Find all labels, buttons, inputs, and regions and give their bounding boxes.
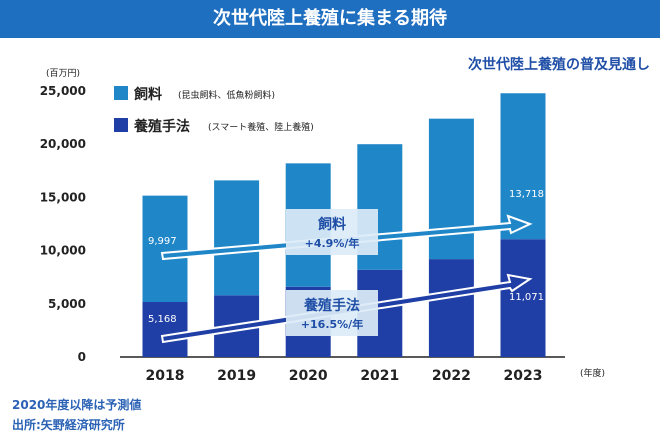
legend-label-feed: 飼料: [133, 86, 162, 103]
x-tick-label: 2022: [432, 368, 471, 384]
bar-feed-2022: [428, 118, 474, 260]
data-label-feed-2023: 13,718: [509, 189, 544, 200]
legend-note-feed: (昆虫飼料、低魚粉飼料): [178, 89, 275, 101]
method-annotation-label: 養殖手法: [303, 297, 360, 314]
data-label-method-2023: 11,071: [509, 292, 544, 303]
legend-swatch-method: [114, 118, 128, 132]
bar-method-2018: [142, 302, 188, 357]
method-annotation-rate: +16.5%/年: [301, 317, 363, 331]
feed-annotation-rate: +4.9%/年: [305, 236, 360, 250]
y-tick-label: 10,000: [40, 244, 86, 258]
source-note: 出所:矢野経済研究所: [12, 418, 125, 432]
forecast-note: 2020年度以降は予測値: [12, 398, 142, 412]
bar-method-2022: [428, 259, 474, 357]
legend-note-method: (スマート養殖、陸上養殖): [208, 121, 314, 133]
page-title: 次世代陸上養殖に集まる期待: [0, 0, 660, 38]
y-unit-label: (百万円): [46, 69, 81, 79]
x-tick-label: 2020: [289, 368, 328, 384]
data-label-feed-2018: 9,997: [148, 236, 177, 247]
y-tick-label: 20,000: [40, 137, 86, 151]
x-tick-label: 2023: [504, 368, 543, 384]
bar-method-2023: [500, 239, 546, 357]
bar-feed-2018: [142, 195, 188, 303]
x-unit-label: (年度): [580, 369, 606, 379]
feed-annotation-label: 飼料: [317, 216, 346, 233]
x-tick-label: 2021: [360, 368, 399, 384]
data-label-method-2018: 5,168: [148, 314, 177, 325]
bar-feed-2023: [500, 93, 546, 240]
y-tick-label: 15,000: [40, 190, 86, 204]
legend-label-method: 養殖手法: [133, 118, 190, 135]
legend-swatch-feed: [114, 86, 128, 100]
x-tick-label: 2019: [217, 368, 256, 384]
chart-title: 次世代陸上養殖の普及見通し: [468, 57, 650, 73]
x-tick-label: 2018: [146, 368, 185, 384]
y-tick-label: 5,000: [48, 297, 86, 311]
method-annotation-box: [286, 290, 378, 336]
feed-annotation-box: [286, 209, 378, 255]
y-tick-label: 25,000: [40, 84, 86, 98]
bar-feed-2019: [214, 180, 260, 296]
y-tick-label: 0: [78, 350, 86, 364]
